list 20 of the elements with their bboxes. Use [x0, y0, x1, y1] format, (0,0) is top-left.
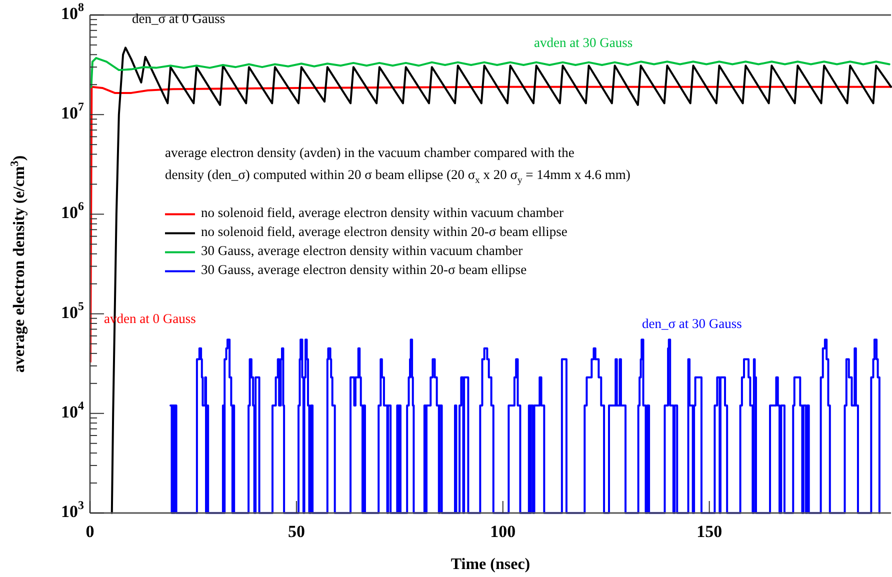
- legend-label: no solenoid field, average electron density within vacuum chamber: [201, 205, 564, 220]
- annotation: average electron density (avden) in the vacuum chamber compared with the: [165, 145, 574, 160]
- annotation: den_σ at 30 Gauss: [642, 316, 742, 332]
- legend-label: no solenoid field, average electron density within 20-σ beam ellipse: [201, 224, 568, 240]
- x-tick-label: 150: [696, 522, 722, 541]
- y-tick-label: 10$^{5}$: [61, 298, 84, 322]
- y-tick-label: 10$^{3}$: [61, 498, 84, 521]
- y-tick-label: 10$^{7}$: [61, 99, 84, 123]
- legend-label: 30 Gauss, average electron density within 20-σ beam ellipse: [201, 262, 527, 278]
- x-tick-label: 50: [288, 522, 305, 541]
- legend-label: 30 Gauss, average electron density within vacuum chamber: [201, 243, 524, 258]
- y-tick-label: 10$^{8}$: [61, 0, 84, 23]
- x-axis-title: Time (nsec): [450, 556, 530, 573]
- x-tick-label: 100: [490, 522, 516, 541]
- x-tick-label: 0: [86, 522, 94, 541]
- annotation: density (den_σ) computed within 20 σ beam ellipse (20 σ$_{x}$ x 20 σ$_{y}$ = 14mm x 4.6 mm): [165, 167, 630, 186]
- annotation: avden at 30 Gauss: [534, 35, 633, 50]
- y-tick-label: 10$^{6}$: [61, 198, 84, 222]
- y-tick-label: 10$^{4}$: [61, 398, 84, 422]
- annotation: den_σ at 0 Gauss: [132, 11, 226, 26]
